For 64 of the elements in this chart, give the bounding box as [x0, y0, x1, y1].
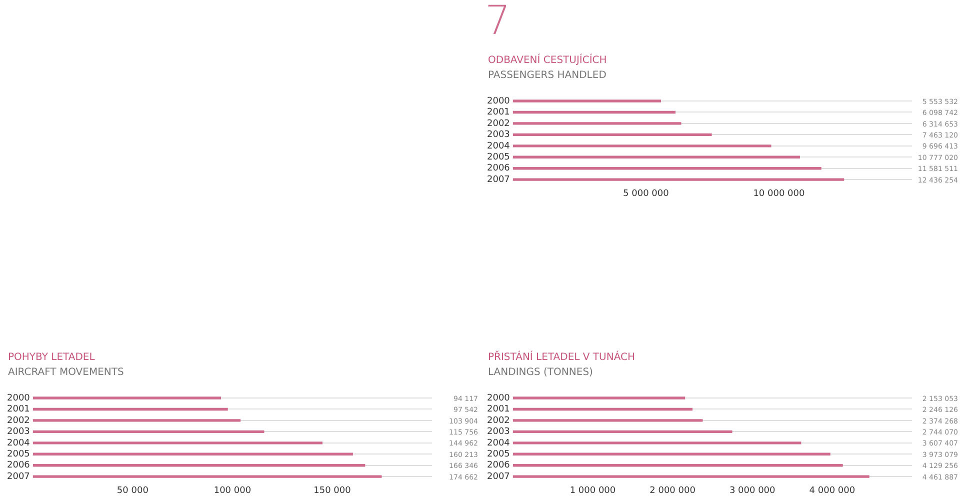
- y-tick-label: 2000: [7, 393, 30, 404]
- y-tick-label: 2001: [487, 108, 510, 118]
- bar: [512, 133, 712, 136]
- bar: [512, 178, 844, 181]
- x-tick-label: 150 000: [314, 486, 352, 496]
- bar: [512, 167, 822, 170]
- y-tick-label: 2006: [487, 460, 510, 471]
- text: 7: [485, 0, 510, 44]
- y-tick-label: 2005: [487, 152, 510, 162]
- bar: [32, 396, 222, 400]
- chart-title: ODBAVENÍ CESTUJÍCÍCH: [488, 55, 608, 66]
- chart-title: POHYBY LETADEL: [8, 352, 96, 363]
- bar: [32, 475, 382, 478]
- chart-subtitle: LANDINGS (TONNES): [488, 367, 594, 378]
- y-tick-label: 2007: [487, 174, 510, 185]
- y-tick-label: 2003: [487, 427, 510, 438]
- bar: [32, 419, 241, 422]
- y-tick-label: 2006: [487, 164, 510, 174]
- bar: [512, 430, 732, 434]
- x-tick-label: 2 000 000: [650, 486, 696, 496]
- bar: [512, 156, 800, 158]
- x-tick-label: 50 000: [116, 486, 149, 496]
- bar: [512, 452, 830, 456]
- bar: [512, 442, 802, 444]
- x-tick-label: 3 000 000: [729, 486, 776, 496]
- bar: [32, 408, 228, 411]
- bar: [512, 464, 843, 467]
- bar: [512, 110, 676, 114]
- y-tick-label: 2004: [487, 141, 510, 152]
- x-tick-label: 4 000 000: [809, 486, 856, 496]
- y-tick-label: 2001: [487, 404, 510, 415]
- bar: [32, 430, 264, 434]
- bar: [512, 408, 693, 411]
- bar: [512, 100, 661, 102]
- y-tick-label: 2002: [487, 118, 510, 129]
- chart-subtitle: AIRCRAFT MOVEMENTS: [8, 367, 125, 378]
- bar: [512, 144, 772, 148]
- chart-title: PŘISTÁNÍ LETADEL V TUNÁCH: [488, 352, 636, 363]
- x-tick-label: 1 000 000: [570, 486, 616, 496]
- bar: [512, 475, 870, 478]
- chart-subtitle: PASSENGERS HANDLED: [488, 70, 608, 81]
- bar: [512, 122, 682, 125]
- y-tick-label: 2003: [487, 130, 510, 140]
- y-tick-label: 2001: [7, 404, 30, 415]
- bar: [512, 419, 703, 422]
- y-tick-label: 2005: [487, 449, 510, 460]
- bar: [512, 396, 686, 400]
- bar: [32, 442, 323, 444]
- y-tick-label: 2007: [487, 472, 510, 482]
- bar: [32, 464, 366, 467]
- y-tick-label: 2004: [7, 438, 30, 448]
- y-tick-label: 2002: [7, 416, 30, 426]
- y-tick-label: 2003: [7, 427, 30, 438]
- y-tick-label: 2006: [7, 460, 30, 471]
- x-tick-label: 10 000 000: [753, 188, 806, 199]
- y-tick-label: 2002: [487, 416, 510, 426]
- x-tick-label: 5 000 000: [623, 188, 670, 199]
- y-tick-label: 2005: [7, 449, 30, 460]
- y-tick-label: 2004: [487, 438, 510, 448]
- y-tick-label: 2000: [487, 96, 510, 106]
- bar: [32, 452, 353, 456]
- x-tick-label: 100 000: [214, 486, 252, 496]
- y-tick-label: 2007: [7, 472, 30, 482]
- y-tick-label: 2000: [487, 393, 510, 404]
